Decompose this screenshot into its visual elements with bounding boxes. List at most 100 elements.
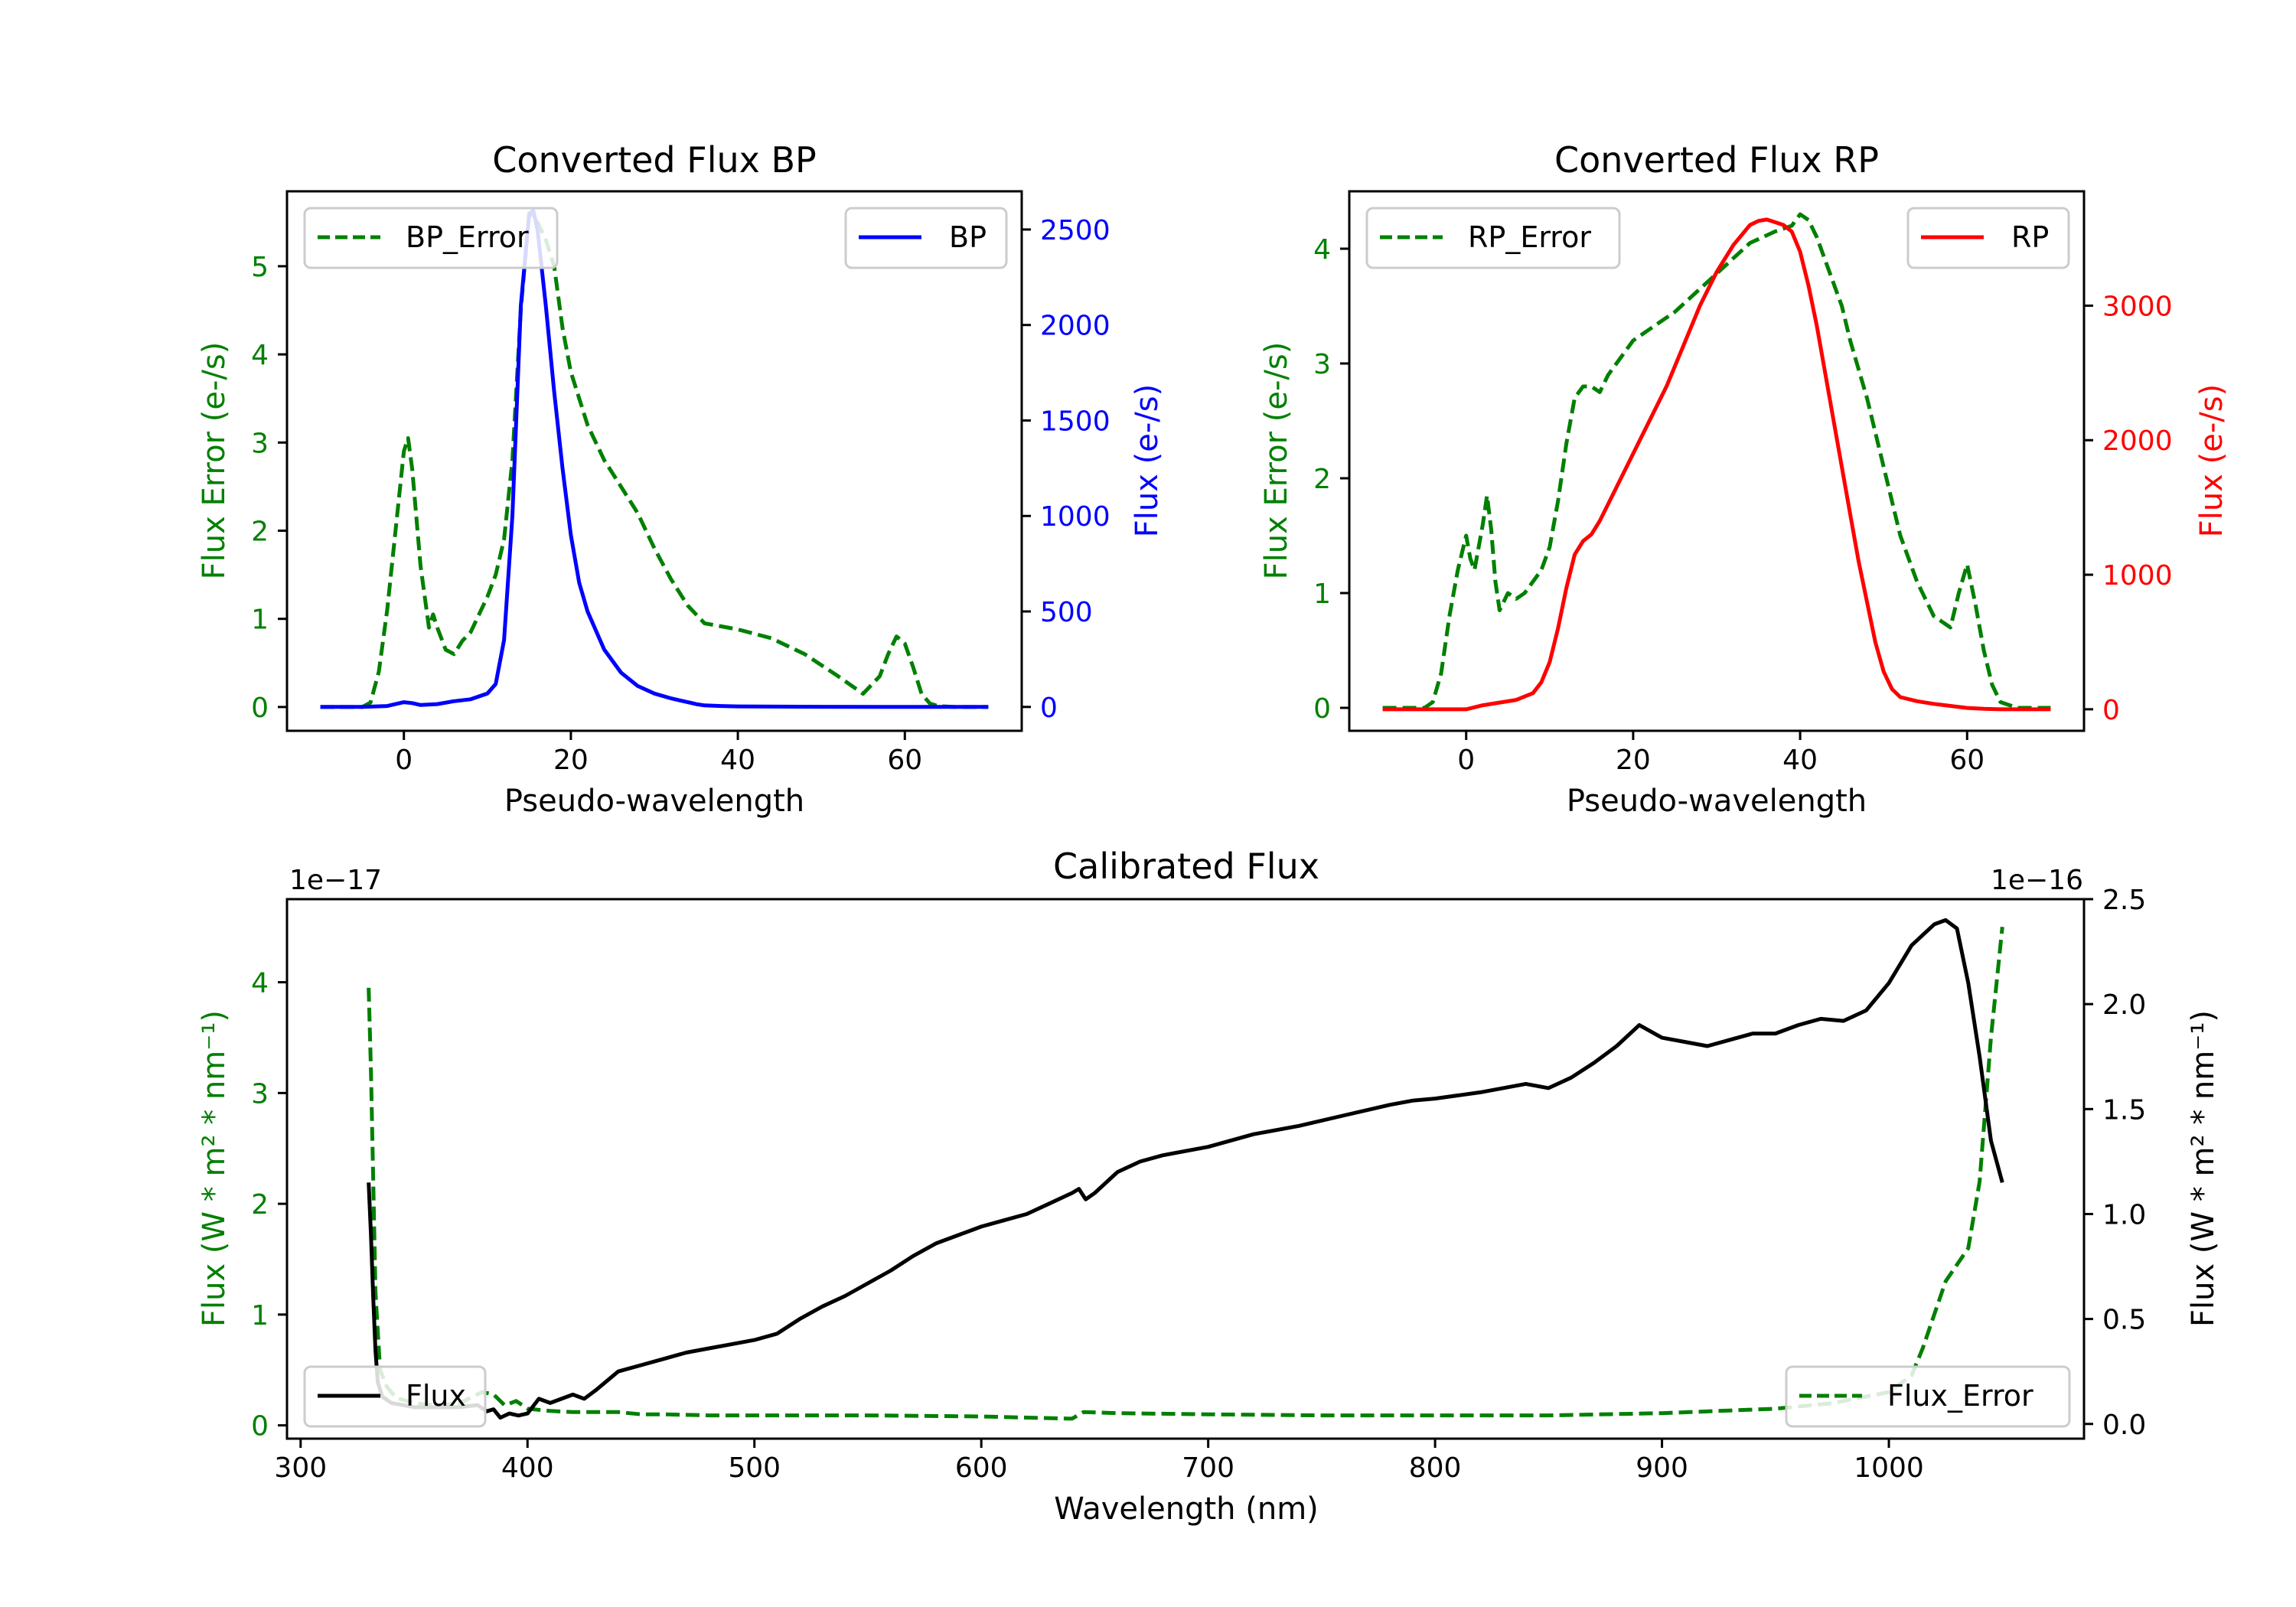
cal-y-axis-left: 0 1 2 3 4 bbox=[251, 968, 287, 1442]
bp-x-tick-label: 60 bbox=[887, 745, 922, 776]
bp-y-right-tick-label: 1000 bbox=[1040, 501, 1110, 533]
cal-y-right-tick-label: 1.5 bbox=[2102, 1094, 2146, 1126]
rp-legend-flux: RP bbox=[1906, 207, 2070, 269]
bp-series-bp-error bbox=[320, 211, 989, 709]
bp-x-tick-label: 0 bbox=[395, 745, 413, 776]
cal-legend-error-label: Flux_Error bbox=[1887, 1379, 2033, 1413]
bp-y-left-tick-label: 3 bbox=[251, 428, 269, 459]
rp-y-axis-right: 0 1000 2000 3000 bbox=[2084, 291, 2173, 726]
bp-legend-error-box bbox=[303, 207, 559, 269]
cal-y-right-tick-label: 0.5 bbox=[2102, 1305, 2146, 1336]
cal-x-tick-label: 800 bbox=[1409, 1452, 1462, 1484]
rp-x-tick-label: 60 bbox=[1949, 745, 1985, 776]
cal-y-left-tick-label: 0 bbox=[251, 1411, 269, 1442]
cal-x-tick-label: 600 bbox=[955, 1452, 1008, 1484]
bp-series-bp bbox=[320, 208, 989, 709]
bp-y-left-tick-label: 4 bbox=[251, 340, 269, 371]
rp-y-label-right: Flux (e-/s) bbox=[2194, 384, 2229, 537]
cal-offset-right: 1e−16 bbox=[1991, 865, 2083, 896]
bp-y-right-tick-label: 2500 bbox=[1040, 215, 1110, 246]
rp-y-left-tick-label: 4 bbox=[1313, 234, 1331, 266]
cal-y-left-tick-label: 1 bbox=[251, 1300, 269, 1332]
cal-axes-frame bbox=[285, 898, 2086, 1440]
cal-y-left-tick-label: 4 bbox=[251, 968, 269, 999]
rp-legend-flux-box bbox=[1906, 207, 2070, 269]
rp-y-right-tick-label: 2000 bbox=[2102, 425, 2173, 457]
rp-x-label: Pseudo-wavelength bbox=[1567, 784, 1867, 819]
bp-plot-area bbox=[285, 190, 1023, 732]
rp-y-right-tick-label: 3000 bbox=[2102, 291, 2173, 322]
rp-axes-frame bbox=[1348, 190, 2086, 732]
panel-rp: Converted Flux RP 0 20 40 60 0 1 2 3 4 0 1000 200… bbox=[1259, 139, 2229, 819]
rp-legend-flux-label: RP bbox=[2011, 220, 2049, 254]
rp-y-axis-left: 0 1 2 3 4 bbox=[1313, 234, 1349, 725]
cal-legend-error: Flux_Error bbox=[1785, 1365, 2071, 1428]
rp-x-tick-label: 40 bbox=[1782, 745, 1818, 776]
cal-y-label-left: Flux (W * m² * nm⁻¹) bbox=[197, 1010, 232, 1327]
bp-y-right-tick-label: 2000 bbox=[1040, 311, 1110, 342]
cal-x-label: Wavelength (nm) bbox=[1054, 1491, 1319, 1527]
cal-y-right-tick-label: 2.0 bbox=[2102, 989, 2146, 1021]
rp-legend-error: RP_Error bbox=[1365, 207, 1621, 269]
bp-y-label-left: Flux Error (e-/s) bbox=[197, 342, 232, 580]
bp-legend-flux-label: BP bbox=[949, 220, 987, 254]
cal-legend-flux-label: Flux bbox=[406, 1379, 466, 1413]
cal-x-axis: 300 400 500 600 700 800 900 1000 bbox=[274, 1439, 1924, 1484]
cal-x-tick-label: 400 bbox=[501, 1452, 554, 1484]
cal-series-flux bbox=[367, 918, 2004, 1420]
cal-y-right-tick-label: 0.0 bbox=[2102, 1410, 2146, 1441]
rp-y-left-tick-label: 0 bbox=[1313, 693, 1331, 725]
cal-legend-error-box bbox=[1785, 1365, 2071, 1428]
bp-y-left-tick-label: 1 bbox=[251, 605, 269, 636]
bp-axes-frame bbox=[285, 190, 1023, 732]
bp-x-axis: 0 20 40 60 bbox=[395, 731, 922, 776]
bp-y-left-tick-label: 0 bbox=[251, 693, 269, 724]
bp-y-label-right: Flux (e-/s) bbox=[1130, 384, 1165, 537]
rp-y-left-tick-label: 2 bbox=[1313, 464, 1331, 495]
bp-y-axis-left: 0 1 2 3 4 5 bbox=[251, 252, 287, 724]
rp-series-rp bbox=[1382, 217, 2051, 712]
cal-legend-flux-box bbox=[303, 1365, 487, 1428]
rp-x-tick-label: 0 bbox=[1457, 745, 1475, 776]
bp-y-left-tick-label: 5 bbox=[251, 252, 269, 283]
cal-offset-left: 1e−17 bbox=[289, 865, 382, 896]
cal-x-tick-label: 500 bbox=[728, 1452, 781, 1484]
bp-y-axis-right: 0 500 1000 1500 2000 2500 bbox=[1022, 215, 1110, 724]
rp-plot-area bbox=[1348, 190, 2086, 732]
bp-x-label: Pseudo-wavelength bbox=[504, 784, 804, 819]
bp-x-tick-label: 20 bbox=[553, 745, 589, 776]
bp-legend-error: BP_Error bbox=[303, 207, 559, 269]
rp-legend-error-label: RP_Error bbox=[1468, 220, 1591, 254]
cal-y-label-right: Flux (W * m² * nm⁻¹) bbox=[2186, 1010, 2221, 1327]
bp-legend-flux: BP bbox=[844, 207, 1008, 269]
bp-title: Converted Flux BP bbox=[492, 139, 817, 181]
cal-y-right-tick-label: 1.0 bbox=[2102, 1199, 2146, 1231]
rp-series-rp-error bbox=[1382, 212, 2051, 710]
panel-calibrated: Calibrated Flux 1e−17 1e−16 300 400 500 600… bbox=[197, 846, 2221, 1527]
rp-y-right-tick-label: 0 bbox=[2102, 695, 2120, 726]
bp-legend-error-label: BP_Error bbox=[406, 220, 529, 254]
cal-title: Calibrated Flux bbox=[1053, 846, 1319, 887]
cal-y-axis-right: 0.0 0.5 1.0 1.5 2.0 2.5 bbox=[2084, 885, 2146, 1441]
rp-title: Converted Flux RP bbox=[1554, 139, 1879, 181]
cal-x-tick-label: 700 bbox=[1182, 1452, 1234, 1484]
cal-x-tick-label: 900 bbox=[1636, 1452, 1688, 1484]
rp-legend-error-box bbox=[1365, 207, 1621, 269]
cal-y-left-tick-label: 3 bbox=[251, 1078, 269, 1110]
bp-y-right-tick-label: 0 bbox=[1040, 693, 1058, 724]
bp-y-left-tick-label: 2 bbox=[251, 517, 269, 548]
rp-x-axis: 0 20 40 60 bbox=[1457, 731, 1985, 776]
bp-legend-flux-box bbox=[844, 207, 1008, 269]
cal-legend-flux: Flux bbox=[303, 1365, 487, 1428]
rp-y-left-tick-label: 1 bbox=[1313, 579, 1331, 610]
bp-x-tick-label: 40 bbox=[720, 745, 755, 776]
cal-y-left-tick-label: 2 bbox=[251, 1189, 269, 1221]
rp-y-label-left: Flux Error (e-/s) bbox=[1259, 342, 1294, 580]
cal-y-right-tick-label: 2.5 bbox=[2102, 885, 2146, 916]
cal-x-tick-label: 300 bbox=[274, 1452, 327, 1484]
rp-y-right-tick-label: 1000 bbox=[2102, 560, 2173, 592]
rp-y-left-tick-label: 3 bbox=[1313, 349, 1331, 380]
rp-x-tick-label: 20 bbox=[1616, 745, 1651, 776]
bp-y-right-tick-label: 500 bbox=[1040, 597, 1093, 628]
